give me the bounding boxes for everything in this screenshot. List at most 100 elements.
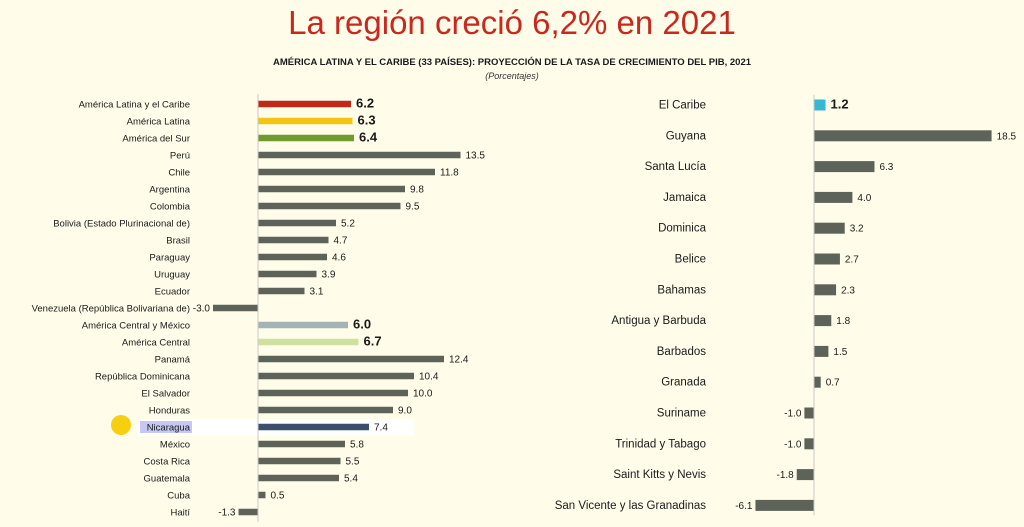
category-label-nicaragua: Nicaragua xyxy=(147,423,191,434)
value-label-america-central: 6.7 xyxy=(364,334,382,349)
category-label-ecuador: Ecuador xyxy=(155,287,190,298)
category-label-el-caribe: El Caribe xyxy=(659,100,706,112)
value-label-guyana: 18.5 xyxy=(997,131,1017,142)
value-label-venezuela-republica-bolivariana-de: -3.0 xyxy=(193,304,211,315)
category-label-costa-rica: Costa Rica xyxy=(144,457,191,468)
category-label-brasil: Brasil xyxy=(166,236,190,247)
category-label-santa-lucia: Santa Lucía xyxy=(645,161,707,173)
bar-bolivia-estado-plurinacional-de xyxy=(258,219,336,227)
category-label-el-salvador: El Salvador xyxy=(141,389,190,400)
bar-panama xyxy=(258,355,444,363)
value-label-mexico: 5.8 xyxy=(350,440,364,451)
value-label-panama: 12.4 xyxy=(449,355,469,366)
value-label-trinidad-y-tabago: -1.0 xyxy=(784,439,802,450)
category-label-panama: Panamá xyxy=(155,355,191,366)
bar-cuba xyxy=(258,491,266,499)
value-label-haiti: -1.3 xyxy=(218,508,236,519)
category-label-america-central-y-mexico: América Central y México xyxy=(82,321,190,332)
bar-paraguay xyxy=(258,253,327,261)
value-label-san-vicente-y-las-granadinas: -6.1 xyxy=(735,501,753,512)
value-label-costa-rica: 5.5 xyxy=(346,457,360,468)
value-label-suriname: -1.0 xyxy=(784,409,802,420)
value-label-paraguay: 4.6 xyxy=(332,253,346,264)
value-label-bahamas: 2.3 xyxy=(841,285,855,296)
bar-antigua-y-barbuda xyxy=(814,315,832,327)
value-label-belice: 2.7 xyxy=(845,255,859,266)
category-label-dominica: Dominica xyxy=(658,223,707,235)
category-label-cuba: Cuba xyxy=(167,491,190,502)
highlight-label-bg xyxy=(140,421,192,433)
category-label-honduras: Honduras xyxy=(149,406,190,417)
category-label-granada: Granada xyxy=(661,377,706,389)
chart-units: (Porcentajes) xyxy=(485,71,539,81)
value-label-guatemala: 5.4 xyxy=(344,474,358,485)
category-label-bolivia-estado-plurinacional-de: Bolivia (Estado Plurinacional de) xyxy=(53,219,190,230)
value-label-jamaica: 4.0 xyxy=(857,193,871,204)
bar-bahamas xyxy=(814,284,837,296)
bar-el-caribe xyxy=(814,99,826,111)
value-label-dominica: 3.2 xyxy=(850,224,864,235)
category-label-trinidad-y-tabago: Trinidad y Tabago xyxy=(615,438,706,450)
value-label-saint-kitts-y-nevis: -1.8 xyxy=(776,470,794,481)
bar-argentina xyxy=(258,185,405,193)
value-label-santa-lucia: 6.3 xyxy=(879,162,893,173)
category-label-antigua-y-barbuda: Antigua y Barbuda xyxy=(611,315,706,327)
bar-chile xyxy=(258,168,435,176)
value-label-colombia: 9.5 xyxy=(406,202,420,213)
value-label-nicaragua: 7.4 xyxy=(374,423,388,434)
bar-america-central-y-mexico xyxy=(258,321,348,329)
value-label-america-latina: 6.3 xyxy=(358,113,376,128)
value-label-republica-dominicana: 10.4 xyxy=(419,372,439,383)
category-label-paraguay: Paraguay xyxy=(149,253,190,264)
bar-america-central xyxy=(258,338,359,346)
chart-subtitle: AMÉRICA LATINA Y EL CARIBE (33 PAÍSES): … xyxy=(272,57,752,68)
bar-america-latina xyxy=(258,117,353,125)
bar-san-vicente-y-las-granadinas xyxy=(755,499,814,511)
bar-granada xyxy=(814,376,821,388)
category-label-argentina: Argentina xyxy=(149,185,190,196)
category-label-republica-dominicana: República Dominicana xyxy=(95,372,191,383)
value-label-uruguay: 3.9 xyxy=(322,270,336,281)
category-label-bahamas: Bahamas xyxy=(657,284,706,296)
category-label-belice: Belice xyxy=(675,254,706,266)
bar-america-del-sur xyxy=(258,134,354,142)
highlight-marker xyxy=(111,415,131,435)
bar-santa-lucia xyxy=(814,161,875,173)
value-label-bolivia-estado-plurinacional-de: 5.2 xyxy=(341,219,355,230)
bar-uruguay xyxy=(258,270,317,278)
category-label-venezuela-republica-bolivariana-de: Venezuela (República Bolivariana de) xyxy=(32,304,190,315)
bar-jamaica xyxy=(814,191,853,203)
chart-title: La región creció 6,2% en 2021 xyxy=(288,4,736,41)
bar-dominica xyxy=(814,222,845,234)
category-label-america-central: América Central xyxy=(122,338,190,349)
category-label-america-latina-y-el-caribe: América Latina y el Caribe xyxy=(79,100,190,111)
value-label-america-del-sur: 6.4 xyxy=(359,130,378,145)
category-label-america-del-sur: América del Sur xyxy=(122,134,190,145)
category-label-america-latina: América Latina xyxy=(127,117,191,128)
value-label-ecuador: 3.1 xyxy=(310,287,324,298)
value-label-chile: 11.8 xyxy=(440,168,459,179)
value-label-el-salvador: 10.0 xyxy=(413,389,433,400)
category-label-jamaica: Jamaica xyxy=(663,192,706,204)
bar-guatemala xyxy=(258,474,339,482)
bar-brasil xyxy=(258,236,329,244)
category-label-suriname: Suriname xyxy=(657,408,706,420)
category-label-mexico: México xyxy=(160,440,190,451)
left-panel: América Latina y el Caribe 6.2 América Lat… xyxy=(32,94,485,522)
value-label-cuba: 0.5 xyxy=(271,491,285,502)
category-label-colombia: Colombia xyxy=(150,202,191,213)
bar-suriname xyxy=(804,407,814,419)
category-label-guyana: Guyana xyxy=(666,130,707,142)
bar-ecuador xyxy=(258,287,305,295)
category-label-haiti: Haití xyxy=(170,508,190,519)
category-label-uruguay: Uruguay xyxy=(154,270,190,281)
bar-costa-rica xyxy=(258,457,341,465)
value-label-antigua-y-barbuda: 1.8 xyxy=(836,316,850,327)
value-label-honduras: 9.0 xyxy=(398,406,412,417)
bar-nicaragua xyxy=(258,423,369,431)
bar-trinidad-y-tabago xyxy=(804,438,814,450)
bar-guyana xyxy=(814,130,992,142)
bar-peru xyxy=(258,151,461,159)
category-label-barbados: Barbados xyxy=(657,346,706,358)
